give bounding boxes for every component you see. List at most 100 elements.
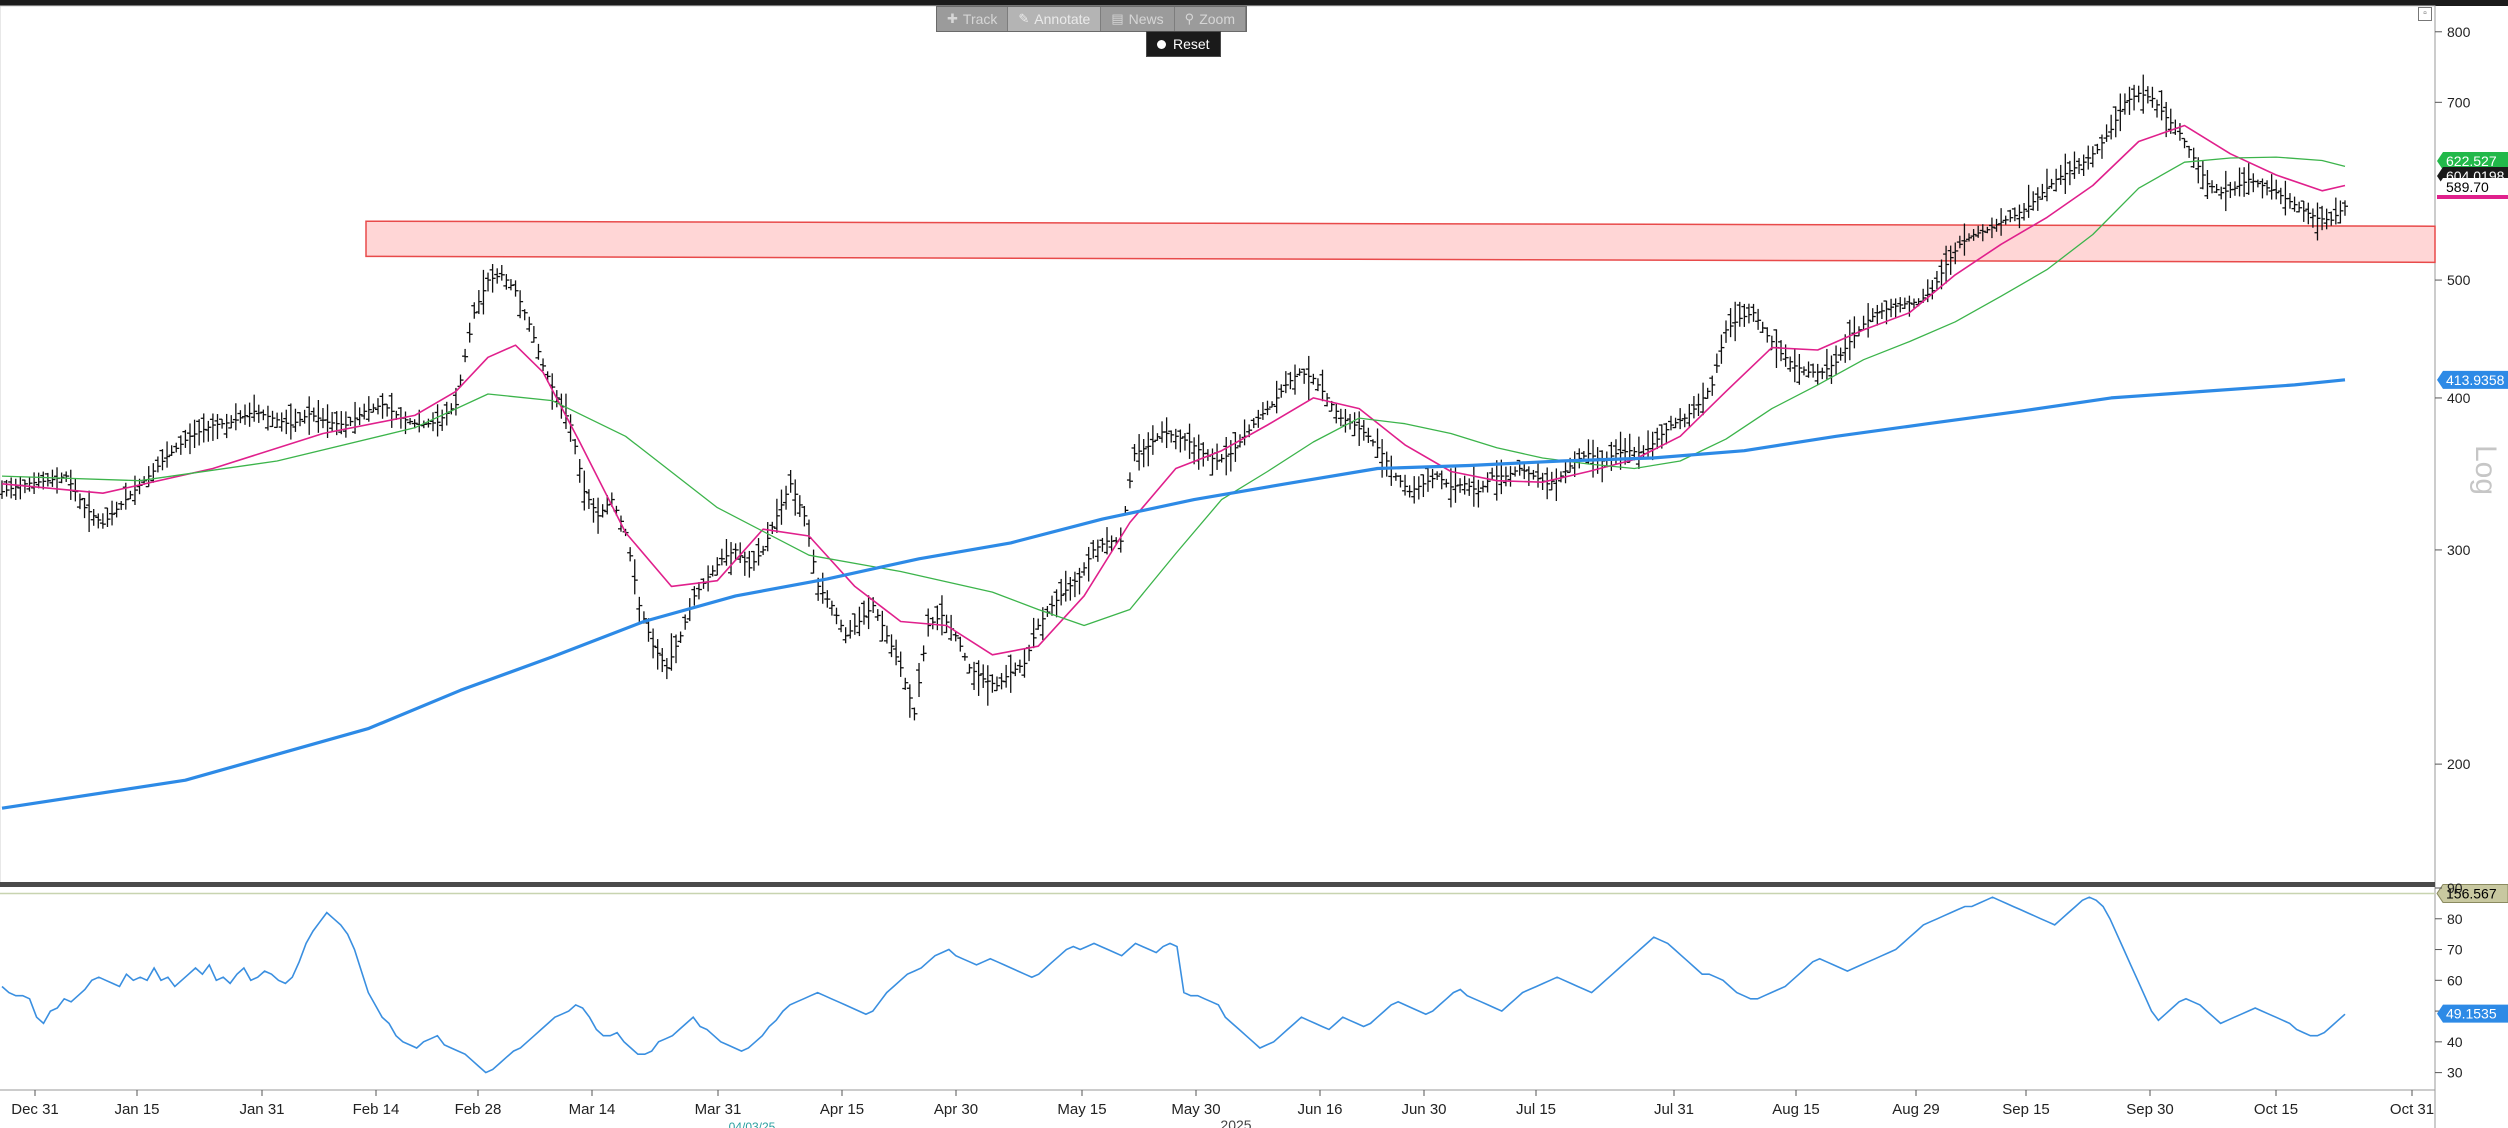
ohlc-bar xyxy=(1667,415,1674,431)
ohlc-bar xyxy=(159,449,166,471)
ohlc-bar xyxy=(1635,436,1642,469)
ohlc-bar xyxy=(961,652,968,661)
ohlc-bar xyxy=(2268,174,2275,200)
ohlc-bar xyxy=(700,578,707,589)
ohlc-bar xyxy=(480,269,487,315)
ohlc-bar xyxy=(627,547,634,562)
ohlc-bar xyxy=(150,463,157,483)
ohlc-bar xyxy=(127,490,134,500)
rsi-value-tag xyxy=(2437,1004,2508,1023)
ohlc-bar xyxy=(2002,215,2009,225)
ohlc-bar xyxy=(1177,429,1184,453)
ohlc-bar xyxy=(1039,607,1046,640)
ohlc-bar xyxy=(2103,124,2110,142)
ohlc-bar xyxy=(916,662,923,698)
ohlc-bar xyxy=(475,290,482,315)
ohlc-bar xyxy=(1218,454,1225,463)
price-tag: 589.70 xyxy=(2437,178,2508,196)
ohlc-bar xyxy=(1333,403,1340,424)
ohlc-bar xyxy=(1397,474,1404,488)
ohlc-bar xyxy=(1553,468,1560,502)
ohlc-bar xyxy=(1833,345,1840,376)
expand-icon[interactable]: ▫ xyxy=(2418,7,2432,21)
rsi-y-tick-label: 80 xyxy=(2447,911,2463,927)
ohlc-bar xyxy=(1672,417,1679,429)
ohlc-bar xyxy=(1814,363,1821,385)
x-tick-label: Sep 15 xyxy=(2002,1101,2050,1118)
annotate-button[interactable]: ✎ Annotate xyxy=(1008,7,1102,31)
ohlc-bar xyxy=(1475,479,1482,508)
price-y-tick-label: 400 xyxy=(2447,390,2471,406)
ohlc-bar xyxy=(2021,203,2028,221)
news-button[interactable]: ▤ News xyxy=(1101,7,1175,31)
ohlc-bar xyxy=(1255,409,1262,428)
ohlc-bar xyxy=(177,435,184,455)
ohlc-bar xyxy=(44,472,51,487)
ohlc-bar xyxy=(425,418,432,428)
ohlc-bar xyxy=(1214,443,1221,470)
ohlc-bar xyxy=(2264,180,2271,196)
ohlc-bar xyxy=(228,415,235,429)
ohlc-bar xyxy=(723,538,730,566)
ohlc-bar xyxy=(1154,433,1161,441)
ohlc-bar xyxy=(975,660,982,696)
ohlc-bar xyxy=(1544,467,1551,500)
reset-button[interactable]: Reset xyxy=(1146,31,1221,57)
series-line-ma_slow xyxy=(1,378,2346,810)
price-y-tick-label: 500 xyxy=(2447,272,2471,288)
ohlc-bar xyxy=(1140,439,1147,468)
ohlc-bar xyxy=(186,423,193,455)
ohlc-bar xyxy=(755,538,762,566)
ohlc-bar xyxy=(1658,424,1665,449)
price-y-tick-label: 800 xyxy=(2447,24,2471,40)
ohlc-bar xyxy=(81,497,88,519)
track-button[interactable]: ✚ Track xyxy=(937,7,1009,31)
ohlc-bar xyxy=(929,616,936,630)
ohlc-bar xyxy=(388,392,395,428)
ohlc-bar xyxy=(315,399,322,433)
ohlc-bar xyxy=(1897,297,1904,313)
ohlc-bar xyxy=(255,404,262,423)
ohlc-bar xyxy=(737,542,744,564)
ohlc-bar xyxy=(1058,578,1065,606)
reset-icon xyxy=(1157,39,1166,49)
ohlc-bar xyxy=(728,542,735,576)
ohlc-bar xyxy=(1993,218,2000,232)
ohlc-bar xyxy=(2131,84,2138,111)
ohlc-bar xyxy=(801,505,808,527)
ohlc-bar xyxy=(512,280,519,297)
ohlc-bar xyxy=(76,493,83,510)
ohlc-bar xyxy=(1264,400,1271,416)
ohlc-bar xyxy=(631,559,638,595)
ohlc-bar xyxy=(2236,167,2243,197)
ohlc-bar xyxy=(1379,439,1386,478)
x-tick-label: Mar 31 xyxy=(695,1101,742,1118)
ohlc-bar xyxy=(1892,298,1899,319)
ohlc-bar xyxy=(943,614,950,634)
ohlc-bar xyxy=(1324,393,1331,407)
ohlc-bar xyxy=(1117,527,1124,553)
ohlc-bar xyxy=(494,268,501,284)
ohlc-bar xyxy=(2071,151,2078,179)
ohlc-bar xyxy=(540,358,547,371)
ohlc-bar xyxy=(1571,451,1578,477)
ohlc-bar xyxy=(384,403,391,417)
ohlc-bar xyxy=(2337,200,2344,224)
ohlc-bar xyxy=(934,605,941,631)
ohlc-bar xyxy=(342,411,349,438)
x-tick-label: Feb 28 xyxy=(455,1101,502,1118)
ohlc-bar xyxy=(1090,540,1097,559)
ohlc-bar xyxy=(865,595,872,630)
ohlc-bar xyxy=(1438,470,1445,490)
rsi-y-tick-label: 90 xyxy=(2447,880,2463,896)
zoom-button[interactable]: ⚲ Zoom xyxy=(1175,7,1246,31)
ohlc-bar xyxy=(838,619,845,633)
pencil-icon: ✎ xyxy=(1018,11,1030,26)
x-tick-label: Sep 30 xyxy=(2126,1101,2174,1118)
ohlc-bar xyxy=(26,477,33,492)
ohlc-bar xyxy=(2218,186,2225,200)
ohlc-bar xyxy=(1200,442,1207,467)
ohlc-bar xyxy=(1690,396,1697,419)
ohlc-bar xyxy=(113,501,120,518)
ohlc-bar xyxy=(581,470,588,511)
